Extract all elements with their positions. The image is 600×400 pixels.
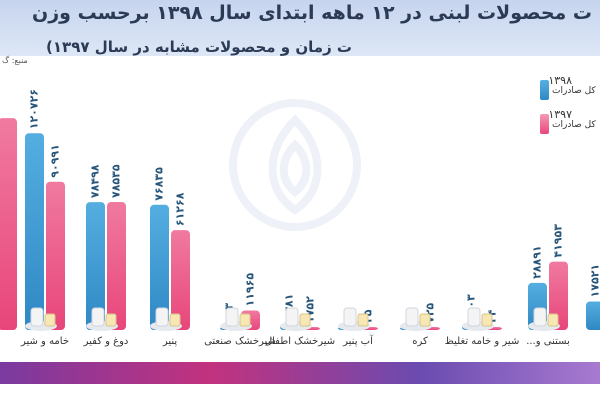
category-label-4: شیرخشک صنعتی xyxy=(204,336,276,347)
legend-label-1398: کل صادرات xyxy=(552,86,596,96)
baby-formula-icon xyxy=(280,307,312,331)
bar-1398-1 xyxy=(25,133,44,330)
legend-year-1398: ۱۳۹۸ xyxy=(548,74,572,87)
legend-label-1397: کل صادرات xyxy=(552,120,596,130)
value-label-1398-1: ۱۲۰۷۲۶ xyxy=(28,89,41,129)
bar-1397-3 xyxy=(171,230,190,330)
header-band xyxy=(0,0,600,56)
bar-1398-3 xyxy=(150,204,169,330)
page-title: ت محصولات لبنی در ۱۲ ماهه ابتدای سال ۱۳۹… xyxy=(31,2,592,24)
value-label-1398-2: ۷۸۴۹۸ xyxy=(89,164,102,198)
category-label-5: شیرخشک اطفال xyxy=(265,336,335,347)
value-label-1398-9: ۲۸۸۹۱ xyxy=(531,245,544,279)
category-label-1: خامه و شیر xyxy=(20,336,69,347)
footer-bar xyxy=(0,362,600,384)
cream-can-icon xyxy=(462,307,494,331)
value-label-1397-9: ۴۱۹۵۳ xyxy=(552,224,565,258)
category-label-6: آب پنیر xyxy=(342,334,374,347)
category-label-8: شیر و خامه تغلیظ xyxy=(445,336,520,347)
header: ت محصولات لبنی در ۱۲ ماهه ابتدای سال ۱۳۹… xyxy=(0,0,600,78)
legend-year-1397: ۱۳۹۷ xyxy=(548,108,572,121)
bar-1397-0 xyxy=(0,118,17,330)
category-label-2: دوغ و کفیر xyxy=(83,336,129,347)
legend-item-1398: ۱۳۹۸ کل صادرات xyxy=(540,74,600,100)
bar-chart: ۱۲۰۷۲۶ ۹۰۹۹۱ خامه و شیر ۷۸۴۹۸ ۷۸۵۳۵ دوغ و کفی… xyxy=(0,89,600,347)
category-label-7: کره xyxy=(412,336,428,347)
whey-icon xyxy=(338,307,370,331)
legend: ۱۳۹۸ کل صادرات ۱۳۹۷ کل صادرات xyxy=(540,74,600,134)
legend-swatch-1398 xyxy=(540,80,549,100)
value-label-1398-10: ۱۷۵۲۱ xyxy=(589,264,600,298)
yogurt-jar-icon xyxy=(86,307,118,331)
value-label-1397-4: ۱۱۹۶۵ xyxy=(244,273,257,307)
ice-cream-icon xyxy=(528,307,560,331)
bar-1398-2 xyxy=(86,202,105,330)
source-label: منبع: گ xyxy=(2,56,28,65)
bar-1398-10 xyxy=(586,301,600,330)
milk-carton-icon xyxy=(25,307,57,331)
butter-icon xyxy=(400,307,432,331)
watermark-logo xyxy=(229,99,361,231)
bar-1397-9 xyxy=(549,261,568,330)
value-label-1397-1: ۹۰۹۹۱ xyxy=(49,144,62,178)
value-label-1398-3: ۷۶۸۳۵ xyxy=(153,167,166,201)
cheese-icon xyxy=(150,307,182,331)
powder-bowl-icon xyxy=(220,307,252,331)
legend-swatch-1397 xyxy=(540,114,549,134)
bar-1397-2 xyxy=(107,202,126,330)
bar-1397-1 xyxy=(46,181,65,330)
category-label-3: پنیر xyxy=(162,336,178,347)
footer-strip xyxy=(0,384,600,400)
legend-item-1397: ۱۳۹۷ کل صادرات xyxy=(540,108,600,134)
value-label-1397-2: ۷۸۵۳۵ xyxy=(110,164,123,198)
category-label-9: بستنی و... xyxy=(526,336,570,347)
value-label-1397-3: ۶۱۲۶۸ xyxy=(174,192,187,226)
page-subtitle: ت زمان و محصولات مشابه در سال ۱۳۹۷) xyxy=(46,38,352,56)
